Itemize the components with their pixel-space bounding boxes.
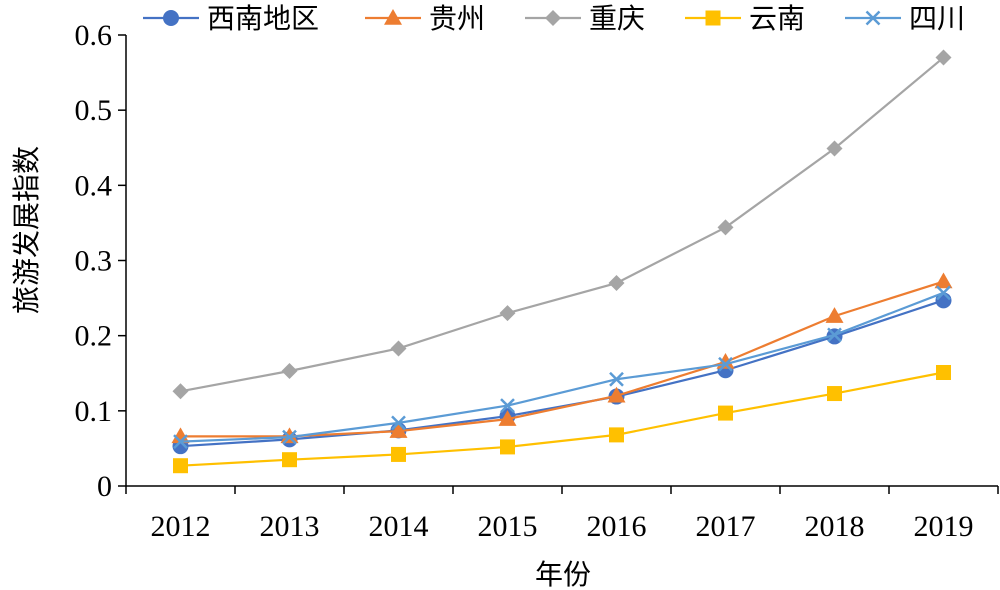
data-point [827,327,842,343]
series-5 [173,285,951,450]
legend-item: 西南地区 [143,2,319,35]
x-tick-label: 2013 [260,510,320,543]
data-point [934,272,953,289]
x-axis-title: 年份 [535,558,591,590]
data-point [717,219,734,236]
data-point [282,452,297,468]
legend-marker [705,10,721,26]
legend-marker [163,10,179,26]
data-point [936,364,951,380]
x-tick-label: 2016 [587,510,647,543]
data-point [391,415,406,431]
legend: 西南地区 贵州 重庆 云南 四川 [143,2,965,35]
series-layer [171,49,953,474]
data-point [607,386,626,403]
legend-item: 重庆 [525,2,645,35]
data-point [718,405,733,421]
x-tick-label: 2012 [151,510,211,543]
y-tick-label: 0.6 [75,19,113,52]
series-4 [173,364,951,474]
data-point [391,446,406,462]
data-point [609,371,624,387]
y-tick-label: 0 [97,470,112,503]
legend-item: 云南 [685,2,805,35]
axes: 0 0.1 0.2 0.3 0.4 0.5 0.6 2012 2013 2014 2015 2016 2… [75,19,999,543]
data-point [608,275,625,292]
data-point [282,429,297,445]
data-point [499,305,516,322]
data-point [173,458,188,474]
x-tick-label: 2014 [369,510,429,543]
legend-item: 四川 [845,2,965,35]
data-point [825,307,844,323]
data-point [498,410,517,426]
y-axis-title: 旅游发展指数 [10,146,43,314]
data-point [716,352,735,369]
legend-label: 西南地区 [207,2,319,35]
data-point [172,383,189,400]
legend-item: 贵州 [365,2,485,35]
x-tick-label: 2015 [478,510,538,543]
series-3 [172,49,952,400]
data-point [935,49,952,66]
x-tick-label: 2018 [805,510,865,543]
legend-marker [545,10,561,26]
data-point [827,386,842,402]
data-point [936,285,951,301]
data-point [171,427,190,444]
y-tick-label: 0.5 [75,94,113,127]
data-point [280,427,299,444]
legend-label: 贵州 [429,2,485,35]
data-point [500,398,515,413]
series-line [180,291,944,443]
series-line [180,56,945,393]
data-point [390,340,407,357]
series-line [180,299,944,448]
data-point [718,356,733,372]
data-point [500,439,515,455]
y-tick-label: 0.3 [75,245,113,278]
legend-marker [384,9,402,25]
y-tick-label: 0.2 [75,320,113,353]
x-tick-label: 2017 [696,510,756,543]
y-tick-label: 0.1 [75,395,113,428]
legend-label: 四川 [909,2,965,35]
data-point [826,140,843,157]
data-point [173,434,188,450]
x-tick-label: 2019 [914,510,974,543]
legend-marker [865,10,881,26]
legend-label: 云南 [749,2,805,35]
series-line [180,371,944,467]
y-tick-label: 0.4 [75,169,113,202]
legend-label: 重庆 [589,2,645,35]
series-line [180,280,944,438]
data-point [609,427,624,443]
data-point [281,362,298,379]
data-point [389,422,408,438]
